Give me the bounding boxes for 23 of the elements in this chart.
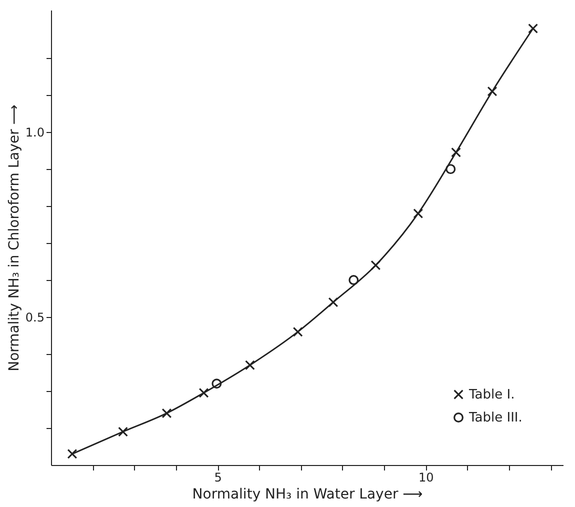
point xyxy=(370,260,381,270)
point xyxy=(198,388,209,398)
y-tick-label: 1.0 xyxy=(25,126,44,140)
point xyxy=(162,408,172,418)
x-tick-label: 10 xyxy=(418,470,434,484)
x-tick-label: 5 xyxy=(214,470,222,484)
point xyxy=(446,164,456,174)
point xyxy=(328,297,338,308)
point xyxy=(528,24,538,34)
point xyxy=(244,360,255,370)
point xyxy=(212,378,222,389)
x-axis-title: Normality NH₃ in Water Layer ⟶ xyxy=(192,486,423,502)
point xyxy=(348,275,359,286)
point xyxy=(292,326,303,337)
legend-label: Table III. xyxy=(468,410,522,426)
point xyxy=(118,426,128,437)
y-axis-title: Normality NH₃ in Chloroform Layer ⟶ xyxy=(6,104,22,372)
point xyxy=(67,448,78,459)
point xyxy=(413,208,424,218)
point xyxy=(487,86,498,96)
point xyxy=(451,147,462,158)
y-tick-label: 0.5 xyxy=(25,310,44,325)
legend-label: Table I. xyxy=(468,388,515,402)
